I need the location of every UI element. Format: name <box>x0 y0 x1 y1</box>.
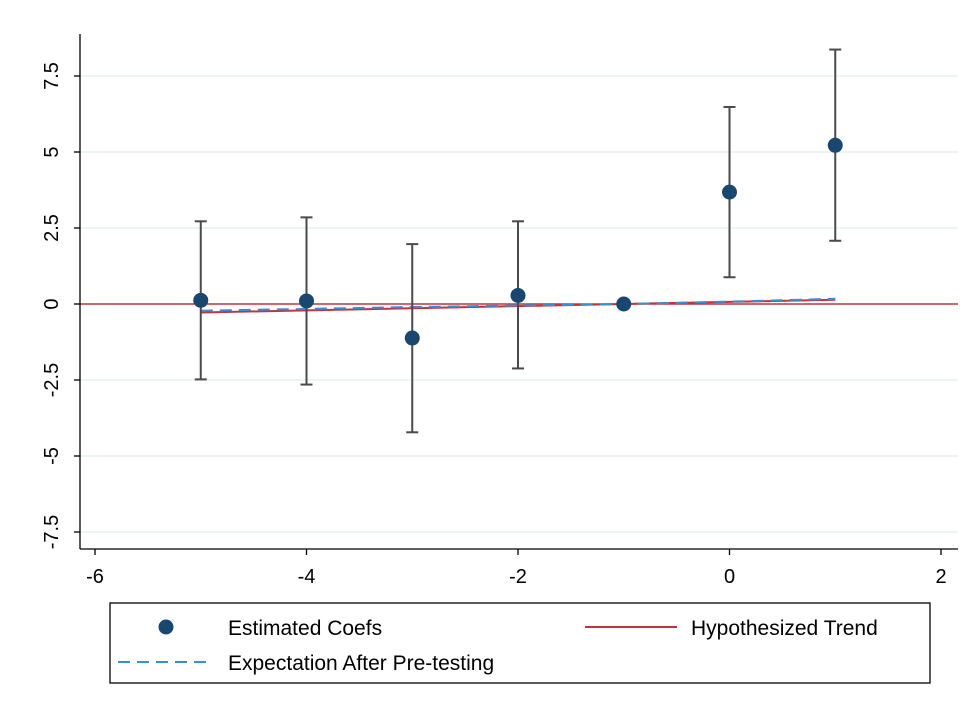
y-tick-label: 0 <box>41 298 63 309</box>
data-point <box>193 292 209 308</box>
legend-marker-estimated-coefs <box>158 619 174 635</box>
y-axis-ticks: -7.5 -5 -2.5 0 2.5 5 7.5 <box>41 62 80 549</box>
legend: Estimated Coefs Hypothesized Trend Expec… <box>109 602 931 684</box>
x-axis-ticks: -6 -4 -2 0 2 <box>86 549 947 588</box>
y-tick-label: -2.5 <box>41 363 63 397</box>
y-tick-label: 2.5 <box>41 214 63 242</box>
legend-label-expectation-after-pretesting: Expectation After Pre-testing <box>228 652 494 675</box>
x-tick-label: -4 <box>298 566 316 588</box>
data-point <box>510 287 526 303</box>
y-tick-label: -5 <box>41 447 63 465</box>
y-tick-label: 7.5 <box>41 62 63 90</box>
data-point <box>616 296 632 312</box>
data-point <box>299 293 314 309</box>
legend-label-estimated-coefs: Estimated Coefs <box>228 617 382 640</box>
y-tick-label: -7.5 <box>41 515 63 549</box>
x-tick-label: 0 <box>724 566 735 588</box>
legend-label-hypothesized-trend: Hypothesized Trend <box>691 617 878 640</box>
data-point <box>827 137 843 153</box>
legend-box <box>109 602 931 684</box>
y-tick-label: 5 <box>41 146 63 157</box>
series <box>193 48 843 434</box>
x-tick-label: 2 <box>935 566 946 588</box>
x-tick-label: -2 <box>509 566 527 588</box>
data-point <box>722 184 737 200</box>
data-point <box>404 330 420 346</box>
axes <box>79 34 958 550</box>
x-tick-label: -6 <box>86 566 104 588</box>
